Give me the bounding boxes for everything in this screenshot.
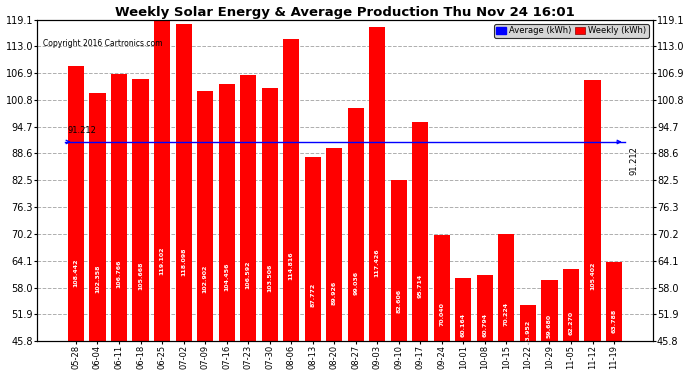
Text: 70.040: 70.040 [440,303,444,326]
Text: 91.212: 91.212 [629,146,638,175]
Text: 95.714: 95.714 [418,274,423,298]
Text: 63.788: 63.788 [611,309,617,333]
Bar [326,148,342,341]
Bar [498,234,515,341]
Bar [90,93,106,341]
Text: 105.402: 105.402 [590,261,595,290]
Text: 119.102: 119.102 [159,246,164,275]
Bar [175,24,192,341]
Bar [132,79,148,341]
Text: 60.794: 60.794 [482,312,487,337]
Bar [563,269,579,341]
Text: 62.270: 62.270 [569,311,573,335]
Bar [542,280,558,341]
Bar [283,39,299,341]
Text: 89.926: 89.926 [332,280,337,305]
Text: 59.680: 59.680 [547,314,552,338]
Text: 118.098: 118.098 [181,248,186,276]
Bar [412,122,428,341]
Bar [240,75,256,341]
Bar [111,74,127,341]
Bar [197,91,213,341]
Text: 117.426: 117.426 [375,248,380,277]
Text: 114.816: 114.816 [288,251,294,280]
Text: 99.036: 99.036 [353,271,358,295]
Bar [584,80,600,341]
Text: 104.456: 104.456 [224,262,229,291]
Bar [262,88,278,341]
Bar [369,27,385,341]
Bar [434,235,450,341]
Bar [68,66,84,341]
Text: 70.224: 70.224 [504,302,509,326]
Bar [477,275,493,341]
Text: 103.506: 103.506 [267,264,272,292]
Bar [154,20,170,341]
Bar [348,108,364,341]
Text: 91.212: 91.212 [68,126,96,135]
Text: 53.952: 53.952 [526,320,531,344]
Title: Weekly Solar Energy & Average Production Thu Nov 24 16:01: Weekly Solar Energy & Average Production… [115,6,575,18]
Bar [391,180,407,341]
Text: 82.606: 82.606 [396,289,402,313]
Text: 60.164: 60.164 [461,313,466,338]
Bar [606,262,622,341]
Bar [219,84,235,341]
Legend: Average (kWh), Weekly (kWh): Average (kWh), Weekly (kWh) [494,24,649,38]
Text: 102.358: 102.358 [95,265,100,293]
Bar [305,157,321,341]
Text: 106.592: 106.592 [246,260,250,289]
Text: Copyright 2016 Cartronics.com: Copyright 2016 Cartronics.com [43,39,163,48]
Bar [520,305,536,341]
Text: 102.902: 102.902 [203,264,208,292]
Text: 108.442: 108.442 [73,258,79,286]
Text: 87.772: 87.772 [310,283,315,307]
Text: 105.668: 105.668 [138,261,143,290]
Text: 106.766: 106.766 [117,260,121,288]
Bar [455,278,471,341]
